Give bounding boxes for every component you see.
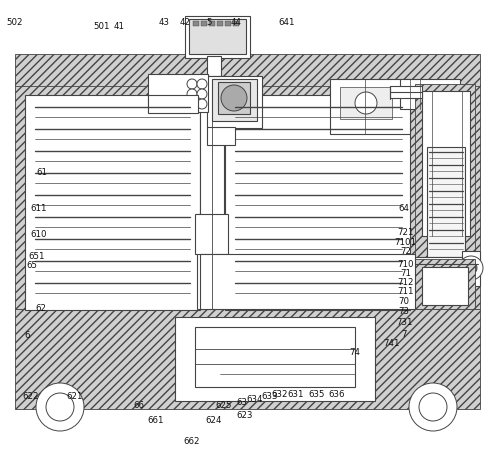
Text: 70: 70 (399, 296, 410, 306)
Bar (207, 77, 262, 129)
Text: 71: 71 (400, 269, 411, 278)
Text: 66: 66 (134, 400, 145, 409)
Text: 641: 641 (278, 18, 295, 27)
Text: 43: 43 (159, 18, 169, 27)
Text: 41: 41 (114, 22, 125, 31)
Text: 712: 712 (397, 277, 414, 286)
Bar (390, 87, 422, 99)
Text: 625: 625 (215, 400, 232, 409)
Bar (175, 317, 375, 401)
Bar (200, 96, 224, 216)
Text: 721: 721 (397, 228, 414, 237)
Bar (185, 17, 250, 59)
Text: 623: 623 (237, 410, 253, 419)
Text: 662: 662 (183, 436, 200, 445)
Text: 610: 610 (30, 229, 47, 238)
Text: 622: 622 (22, 391, 39, 400)
Text: 61: 61 (36, 168, 47, 177)
Text: 632: 632 (272, 389, 288, 398)
Circle shape (197, 90, 207, 100)
Text: 62: 62 (35, 303, 46, 312)
Text: 44: 44 (231, 18, 242, 27)
Bar (193, 22, 199, 27)
Bar (25, 96, 200, 310)
Bar (195, 327, 355, 387)
Circle shape (465, 263, 477, 275)
Text: 661: 661 (148, 415, 165, 424)
Text: 501: 501 (93, 22, 110, 31)
Bar (217, 22, 223, 27)
Bar (225, 22, 231, 27)
Circle shape (409, 383, 457, 431)
Bar (209, 22, 215, 27)
Bar (330, 80, 410, 135)
Bar (422, 268, 468, 305)
Circle shape (46, 393, 74, 421)
Bar (212, 80, 257, 122)
Circle shape (187, 90, 197, 100)
Bar (15, 55, 480, 87)
Text: 621: 621 (67, 391, 83, 400)
Circle shape (197, 80, 207, 90)
Text: 65: 65 (27, 260, 38, 269)
Bar (340, 88, 392, 120)
Text: 631: 631 (287, 389, 304, 398)
Text: 73: 73 (399, 307, 410, 316)
Bar (197, 214, 227, 309)
Text: 633: 633 (261, 391, 278, 400)
Text: 635: 635 (308, 389, 325, 398)
Bar (195, 214, 228, 255)
Bar (415, 259, 475, 309)
Text: 5: 5 (206, 18, 212, 27)
Text: 72: 72 (400, 246, 411, 256)
Circle shape (187, 100, 197, 110)
Text: 6: 6 (24, 331, 30, 340)
Text: 63: 63 (237, 397, 247, 407)
Text: 64: 64 (399, 204, 410, 213)
Bar (207, 128, 235, 146)
Bar (422, 92, 470, 237)
Text: 741: 741 (383, 338, 400, 347)
Text: 624: 624 (205, 415, 222, 424)
Text: 502: 502 (6, 18, 23, 27)
Text: 611: 611 (30, 204, 47, 213)
Circle shape (221, 86, 247, 112)
Circle shape (36, 383, 84, 431)
Circle shape (355, 93, 377, 115)
Text: 651: 651 (28, 251, 45, 260)
Circle shape (197, 100, 207, 110)
Text: 710: 710 (397, 259, 414, 269)
Text: 731: 731 (396, 317, 412, 326)
Bar (148, 96, 198, 114)
Bar (15, 309, 480, 409)
Text: 7101: 7101 (395, 237, 416, 246)
Circle shape (419, 393, 447, 421)
Bar (15, 85, 480, 309)
Bar (233, 22, 239, 27)
Text: 634: 634 (247, 394, 263, 404)
Text: 74: 74 (349, 347, 360, 357)
Bar (427, 148, 465, 257)
Bar (189, 20, 246, 55)
Circle shape (187, 80, 197, 90)
Text: 636: 636 (329, 389, 345, 398)
Bar (415, 85, 475, 309)
Bar (207, 57, 221, 77)
Bar (218, 83, 250, 115)
Bar (415, 257, 475, 284)
Text: 7: 7 (401, 329, 407, 338)
Text: 711: 711 (397, 286, 414, 295)
Bar (400, 80, 460, 110)
Bar (225, 96, 410, 310)
Bar (200, 255, 415, 309)
Bar (462, 251, 480, 287)
Text: 42: 42 (179, 18, 190, 27)
Bar (148, 75, 208, 113)
Circle shape (459, 257, 483, 281)
Bar (201, 22, 207, 27)
